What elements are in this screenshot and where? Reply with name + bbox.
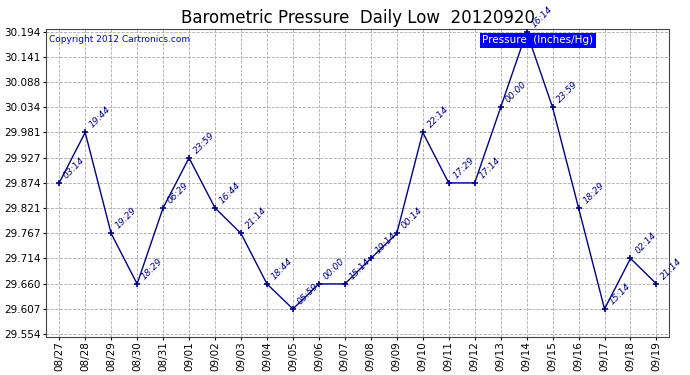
Text: 00:00: 00:00 bbox=[504, 80, 528, 105]
Text: 21:14: 21:14 bbox=[659, 256, 684, 281]
Text: 16:44: 16:44 bbox=[218, 180, 243, 205]
Text: 19:29: 19:29 bbox=[114, 206, 139, 231]
Text: 23:59: 23:59 bbox=[555, 80, 580, 105]
Text: Copyright 2012 Cartronics.com: Copyright 2012 Cartronics.com bbox=[50, 35, 190, 44]
Text: 23:59: 23:59 bbox=[192, 130, 217, 155]
Text: 16:14: 16:14 bbox=[529, 4, 554, 29]
Text: 18:29: 18:29 bbox=[582, 180, 606, 205]
Text: 15:14: 15:14 bbox=[607, 281, 632, 306]
Text: Pressure  (Inches/Hg): Pressure (Inches/Hg) bbox=[482, 35, 593, 45]
Text: 18:44: 18:44 bbox=[270, 256, 295, 281]
Text: 22:14: 22:14 bbox=[426, 105, 451, 130]
Text: 00:00: 00:00 bbox=[322, 256, 346, 281]
Text: 18:29: 18:29 bbox=[140, 256, 165, 281]
Title: Barometric Pressure  Daily Low  20120920: Barometric Pressure Daily Low 20120920 bbox=[181, 9, 535, 27]
Text: 19:14: 19:14 bbox=[373, 231, 398, 256]
Text: 02:14: 02:14 bbox=[633, 231, 658, 256]
Text: 05:59: 05:59 bbox=[296, 281, 320, 306]
Text: 17:14: 17:14 bbox=[477, 155, 502, 180]
Text: 00:14: 00:14 bbox=[400, 206, 424, 231]
Text: 06:29: 06:29 bbox=[166, 180, 190, 205]
Text: 17:29: 17:29 bbox=[451, 155, 476, 180]
Text: 19:44: 19:44 bbox=[88, 105, 112, 130]
Text: 21:14: 21:14 bbox=[244, 206, 268, 231]
Text: 15:14: 15:14 bbox=[348, 256, 373, 281]
Text: 03:14: 03:14 bbox=[62, 155, 87, 180]
